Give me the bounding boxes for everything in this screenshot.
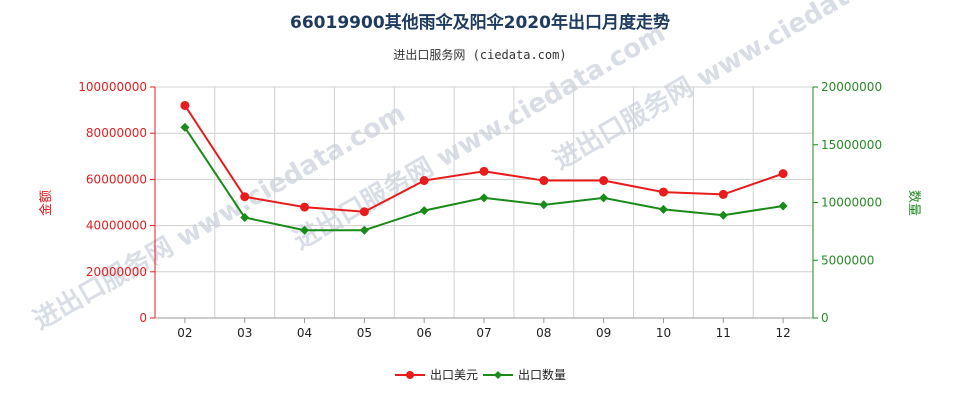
left-tick-label: 80000000 bbox=[86, 126, 147, 140]
legend-label-export-quantity: 出口数量 bbox=[518, 367, 566, 382]
legend-label-export-usd: 出口美元 bbox=[430, 368, 478, 382]
left-tick-label: 20000000 bbox=[86, 265, 147, 279]
right-tick-label: 20000000 bbox=[821, 80, 882, 94]
data-point-export-quantity bbox=[599, 193, 609, 203]
data-point-export-usd bbox=[240, 192, 250, 202]
x-tick-label: 02 bbox=[177, 326, 192, 340]
right-tick-label: 5000000 bbox=[821, 253, 874, 267]
right-axis-title: 数量 bbox=[906, 190, 921, 216]
data-point-export-usd bbox=[180, 100, 190, 110]
data-point-export-quantity bbox=[718, 210, 728, 220]
right-tick-label: 10000000 bbox=[821, 196, 882, 210]
data-point-export-usd bbox=[300, 202, 310, 212]
data-point-export-usd bbox=[778, 169, 788, 179]
x-tick-label: 03 bbox=[237, 326, 252, 340]
data-point-export-usd bbox=[658, 187, 668, 197]
data-point-export-quantity bbox=[359, 225, 369, 235]
data-point-export-quantity bbox=[658, 204, 668, 214]
data-point-export-quantity bbox=[479, 193, 489, 203]
left-tick-label: 40000000 bbox=[86, 219, 147, 233]
x-tick-label: 12 bbox=[775, 326, 790, 340]
data-point-export-quantity bbox=[300, 225, 310, 235]
right-tick-label: 15000000 bbox=[821, 138, 882, 152]
x-tick-label: 07 bbox=[476, 326, 491, 340]
left-axis-title: 金额 bbox=[38, 190, 54, 216]
data-point-export-usd bbox=[539, 176, 549, 186]
left-tick-label: 0 bbox=[139, 311, 147, 325]
data-point-export-usd bbox=[419, 176, 429, 186]
data-point-export-usd bbox=[718, 189, 728, 199]
data-point-export-quantity bbox=[180, 122, 190, 132]
x-tick-label: 05 bbox=[357, 326, 372, 340]
data-point-export-quantity bbox=[539, 200, 549, 210]
x-tick-label: 11 bbox=[716, 326, 731, 340]
chart-subtitle: 进出口服务网 (ciedata.com) bbox=[393, 48, 567, 62]
legend-marker-export-usd bbox=[406, 371, 414, 379]
legend-marker-export-quantity bbox=[494, 371, 502, 379]
left-tick-label: 60000000 bbox=[86, 172, 147, 186]
x-tick-label: 09 bbox=[596, 326, 611, 340]
data-point-export-quantity bbox=[240, 213, 250, 223]
right-tick-label: 0 bbox=[821, 311, 829, 325]
x-tick-label: 08 bbox=[536, 326, 551, 340]
data-point-export-usd bbox=[359, 207, 369, 217]
x-tick-label: 04 bbox=[297, 326, 312, 340]
data-point-export-quantity bbox=[778, 201, 788, 211]
x-tick-label: 10 bbox=[656, 326, 671, 340]
x-tick-label: 06 bbox=[417, 326, 432, 340]
data-point-export-quantity bbox=[419, 206, 429, 216]
left-tick-label: 100000000 bbox=[78, 80, 147, 94]
data-point-export-usd bbox=[599, 176, 609, 186]
chart-title: 66019900其他雨伞及阳伞2020年出口月度走势 bbox=[290, 13, 670, 33]
data-point-export-usd bbox=[479, 166, 489, 176]
